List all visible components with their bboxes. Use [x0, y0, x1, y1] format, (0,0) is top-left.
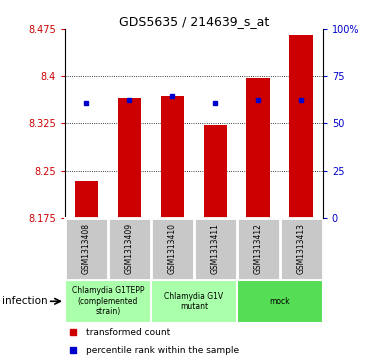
Text: GSM1313408: GSM1313408	[82, 223, 91, 274]
Bar	[151, 280, 237, 323]
Bar	[65, 280, 151, 323]
Text: GSM1313410: GSM1313410	[168, 223, 177, 274]
Text: mock: mock	[269, 297, 290, 306]
Bar	[161, 96, 184, 218]
Bar	[289, 35, 313, 218]
Text: infection: infection	[2, 296, 47, 306]
Bar	[204, 125, 227, 218]
Text: GSM1313409: GSM1313409	[125, 223, 134, 274]
Text: GSM1313411: GSM1313411	[211, 223, 220, 274]
Bar	[246, 78, 270, 218]
Text: Chlamydia G1TEPP
(complemented
strain): Chlamydia G1TEPP (complemented strain)	[72, 286, 144, 316]
Text: percentile rank within the sample: percentile rank within the sample	[86, 346, 239, 355]
Text: GSM1313413: GSM1313413	[297, 223, 306, 274]
Text: GSM1313412: GSM1313412	[254, 223, 263, 274]
Bar	[118, 98, 141, 218]
Text: Chlamydia G1V
mutant: Chlamydia G1V mutant	[164, 291, 223, 311]
Text: transformed count: transformed count	[86, 328, 170, 337]
Title: GDS5635 / 214639_s_at: GDS5635 / 214639_s_at	[119, 15, 269, 28]
Bar	[75, 181, 98, 218]
Bar	[237, 280, 323, 323]
